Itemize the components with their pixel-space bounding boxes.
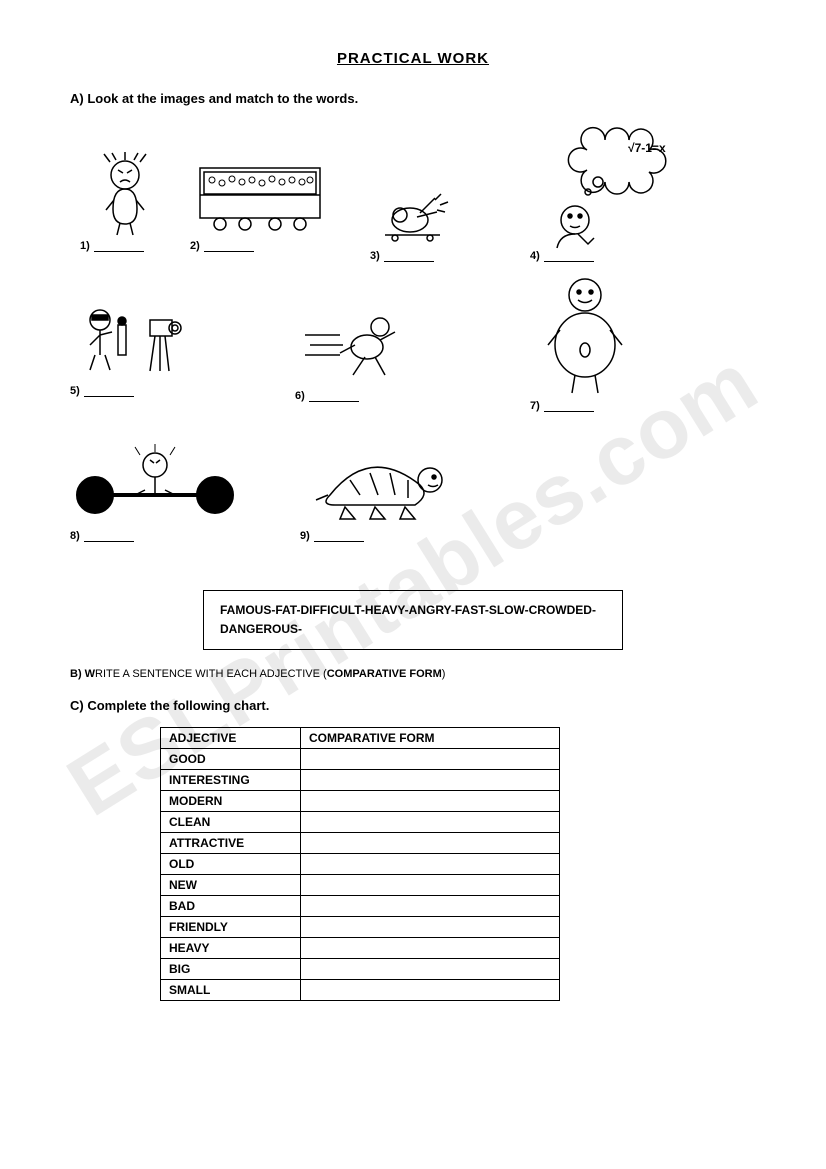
word-box: FAMOUS-FAT-DIFFICULT-HEAVY-ANGRY-FAST-SL… [203,590,623,650]
image-dangerous [370,160,460,250]
blank-5[interactable] [84,387,134,397]
blank-4[interactable] [544,252,594,262]
empty-cell[interactable] [301,959,560,980]
item-number-6: 6) [295,390,305,402]
header-comparative: COMPARATIVE FORM [301,728,560,749]
item-number-2: 2) [190,240,200,252]
table-row: BAD [161,896,560,917]
page-title: PRACTICAL WORK [70,50,756,67]
adj-cell: BIG [161,959,301,980]
image-heavy [70,440,240,530]
adj-cell: FRIENDLY [161,917,301,938]
table-row: OLD [161,854,560,875]
item-number-1: 1) [80,240,90,252]
image-fat [530,270,640,400]
adj-cell: BAD [161,896,301,917]
blank-9[interactable] [314,532,364,542]
blank-1[interactable] [94,242,144,252]
table-row: FRIENDLY [161,917,560,938]
table-row: MODERN [161,791,560,812]
section-c-label: C) Complete the following chart. [70,698,756,713]
section-a-label: A) Look at the images and match to the w… [70,91,756,106]
item-number-8: 8) [70,530,80,542]
blank-8[interactable] [84,532,134,542]
adj-cell: MODERN [161,791,301,812]
image-fast [295,300,425,390]
blank-2[interactable] [204,242,254,252]
item-number-9: 9) [300,530,310,542]
empty-cell[interactable] [301,833,560,854]
empty-cell[interactable] [301,980,560,1001]
empty-cell[interactable] [301,812,560,833]
image-slow [300,440,470,530]
image-angry [80,150,170,240]
header-adjective: ADJECTIVE [161,728,301,749]
item-number-3: 3) [370,250,380,262]
empty-cell[interactable] [301,770,560,791]
table-row: NEW [161,875,560,896]
section-b-label: B) WRITE A SENTENCE WITH EACH ADJECTIVE … [70,668,756,680]
empty-cell[interactable] [301,896,560,917]
blank-7[interactable] [544,402,594,412]
section-b-prefix: B) W [70,668,95,680]
section-b-end: ) [442,668,446,680]
table-row: HEAVY [161,938,560,959]
blank-6[interactable] [309,392,359,402]
table-row: INTERESTING [161,770,560,791]
item-number-5: 5) [70,385,80,397]
empty-cell[interactable] [301,875,560,896]
comparative-chart: ADJECTIVE COMPARATIVE FORM GOOD INTEREST… [160,727,560,1001]
image-difficult: √7-1=x [530,120,690,250]
images-grid: 1) 2) [70,120,756,580]
adj-cell: NEW [161,875,301,896]
item-number-7: 7) [530,400,540,412]
adj-cell: OLD [161,854,301,875]
empty-cell[interactable] [301,917,560,938]
empty-cell[interactable] [301,791,560,812]
adj-cell: ATTRACTIVE [161,833,301,854]
adj-cell: HEAVY [161,938,301,959]
empty-cell[interactable] [301,938,560,959]
image-crowded [190,150,330,240]
table-row: SMALL [161,980,560,1001]
table-row: GOOD [161,749,560,770]
section-b-text: RITE A SENTENCE WITH EACH ADJECTIVE ( [95,668,327,680]
chart-header-row: ADJECTIVE COMPARATIVE FORM [161,728,560,749]
adj-cell: SMALL [161,980,301,1001]
table-row: BIG [161,959,560,980]
image-famous [70,295,200,385]
item-number-4: 4) [530,250,540,262]
adj-cell: CLEAN [161,812,301,833]
table-row: ATTRACTIVE [161,833,560,854]
empty-cell[interactable] [301,749,560,770]
empty-cell[interactable] [301,854,560,875]
table-row: CLEAN [161,812,560,833]
section-b-bold: COMPARATIVE FORM [327,668,442,680]
blank-3[interactable] [384,252,434,262]
adj-cell: INTERESTING [161,770,301,791]
adj-cell: GOOD [161,749,301,770]
math-formula: √7-1=x [628,141,666,155]
